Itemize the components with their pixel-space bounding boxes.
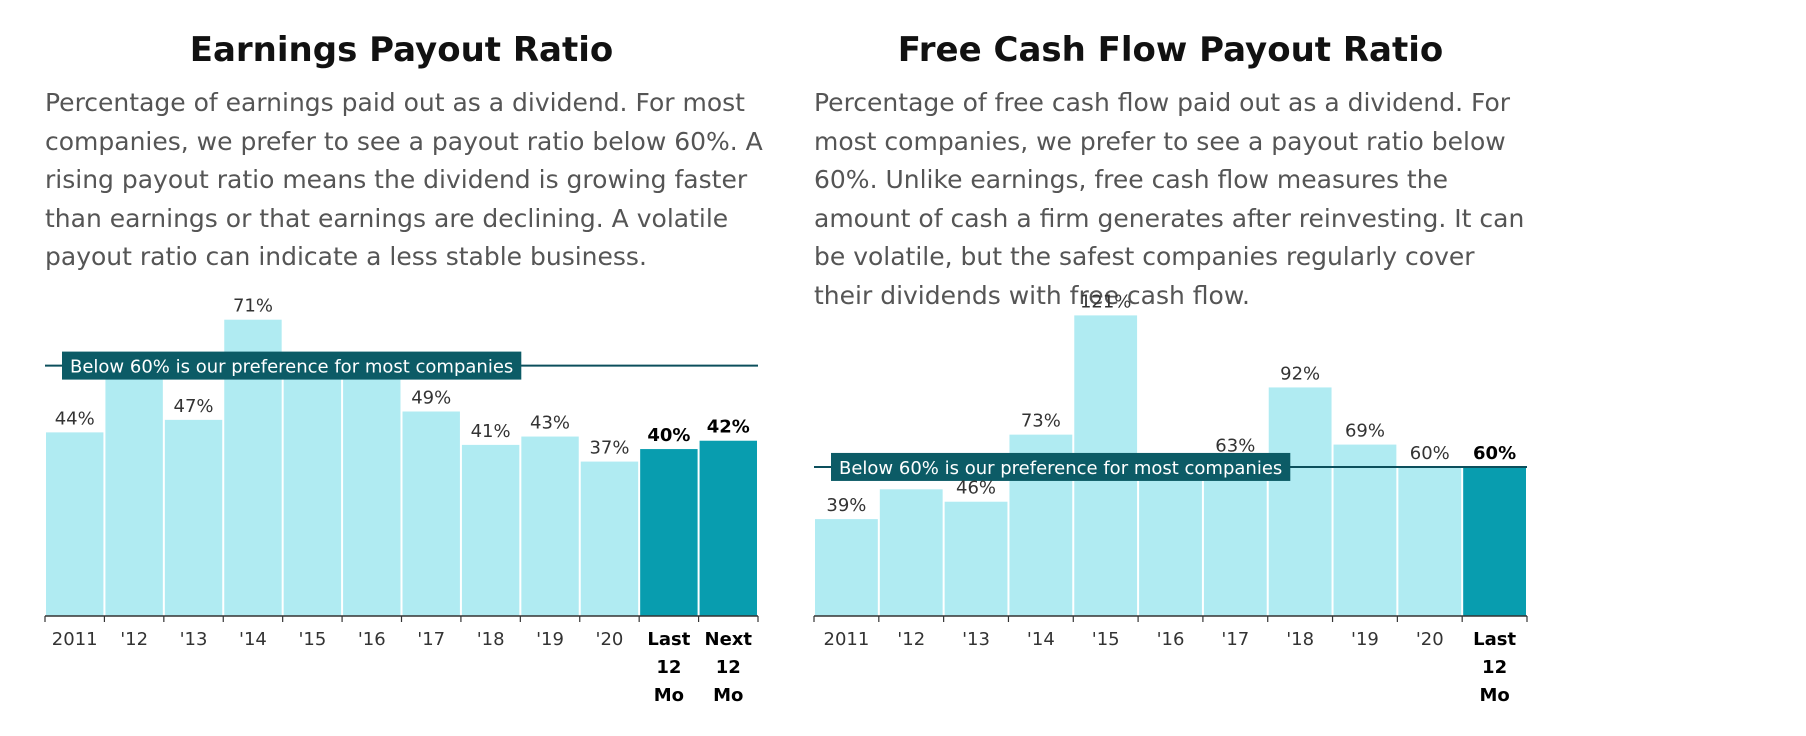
- earnings-tick-label-8: '19: [536, 629, 564, 650]
- earnings-tick-label-11: Next 12 Mo: [705, 629, 753, 706]
- fcf-bar-1: [879, 489, 943, 616]
- earnings-bar-6: [402, 411, 460, 616]
- fcf-tick-label-8: '19: [1351, 629, 1379, 650]
- earnings-value-label-3: 71%: [233, 296, 273, 317]
- fcf-tick-label-1: '12: [897, 629, 925, 650]
- earnings-bar-4: [283, 361, 342, 616]
- earnings-bar-8: [521, 436, 579, 616]
- fcf-tick-label-6: '17: [1221, 629, 1249, 650]
- earnings-value-label-0: 44%: [55, 408, 95, 429]
- fcf-value-label-2: 46%: [956, 478, 996, 499]
- fcf-bar-10: [1463, 466, 1526, 616]
- earnings-bar-1: [105, 361, 163, 616]
- fcf-tick-label-0: 2011: [824, 629, 870, 650]
- fcf-value-label-6: 63%: [1215, 435, 1255, 456]
- earnings-tick-label-9: '20: [596, 629, 624, 650]
- fcf-tick-label-7: '18: [1286, 629, 1314, 650]
- fcf-bar-8: [1333, 444, 1397, 616]
- fcf-bar-7: [1268, 387, 1332, 616]
- earnings-bar-2: [164, 419, 223, 616]
- earnings-bar-7: [461, 444, 520, 616]
- earnings-bar-0: [46, 432, 104, 616]
- fcf-value-label-10: 60%: [1473, 443, 1516, 464]
- earnings-value-label-2: 47%: [174, 396, 214, 417]
- fcf-value-label-7: 92%: [1280, 363, 1320, 384]
- earnings-value-label-8: 43%: [530, 413, 570, 434]
- fcf-tick-label-3: '14: [1027, 629, 1055, 650]
- fcf-value-label-3: 73%: [1021, 411, 1061, 432]
- earnings-tick-label-6: '17: [417, 629, 445, 650]
- earnings-tick-label-10: Last 12 Mo: [647, 629, 690, 706]
- earnings-tick-label-4: '15: [298, 629, 326, 650]
- fcf-value-label-4: 121%: [1080, 291, 1131, 312]
- earnings-bar-9: [580, 461, 639, 616]
- fcf-bar-5: [1139, 466, 1202, 616]
- fcf-value-label-8: 69%: [1345, 421, 1385, 442]
- earnings-tick-label-3: '14: [239, 629, 267, 650]
- earnings-payout-description: Percentage of earnings paid out as a div…: [45, 88, 763, 271]
- earnings-bar-10: [640, 449, 698, 616]
- earnings-bar-5: [343, 361, 401, 616]
- earnings-value-label-9: 37%: [589, 438, 629, 459]
- fcf-payout-title: Free Cash Flow Payout Ratio: [897, 30, 1444, 70]
- earnings-tick-label-7: '18: [477, 629, 505, 650]
- fcf-bar-9: [1398, 466, 1462, 616]
- fcf-reference-label-bg: [831, 452, 1291, 481]
- fcf-tick-label-2: '13: [962, 629, 990, 650]
- fcf-reference-label: Below 60% is our preference for most com…: [839, 458, 1282, 479]
- fcf-tick-label-10: Last 12 Mo: [1473, 629, 1516, 706]
- earnings-reference-label: Below 60% is our preference for most com…: [70, 357, 513, 378]
- fcf-value-label-9: 60%: [1410, 443, 1450, 464]
- earnings-tick-label-1: '12: [120, 629, 148, 650]
- earnings-value-label-10: 40%: [647, 425, 690, 446]
- earnings-reference-label-bg: [62, 351, 522, 380]
- earnings-tick-label-0: 2011: [52, 629, 98, 650]
- fcf-tick-label-5: '16: [1157, 629, 1185, 650]
- fcf-bar-6: [1203, 459, 1267, 616]
- earnings-payout-title: Earnings Payout Ratio: [189, 30, 614, 70]
- fcf-bar-2: [944, 501, 1008, 616]
- earnings-value-label-7: 41%: [471, 421, 511, 442]
- fcf-bar-0: [815, 519, 878, 616]
- earnings-value-label-6: 49%: [411, 388, 451, 409]
- fcf-payout-description: Percentage of free cash flow paid out as…: [814, 88, 1525, 310]
- fcf-tick-label-4: '15: [1092, 629, 1120, 650]
- earnings-tick-label-2: '13: [180, 629, 208, 650]
- fcf-value-label-0: 39%: [826, 495, 866, 516]
- earnings-bar-11: [699, 440, 757, 616]
- earnings-value-label-11: 42%: [707, 417, 750, 438]
- earnings-tick-label-5: '16: [358, 629, 386, 650]
- fcf-tick-label-9: '20: [1416, 629, 1444, 650]
